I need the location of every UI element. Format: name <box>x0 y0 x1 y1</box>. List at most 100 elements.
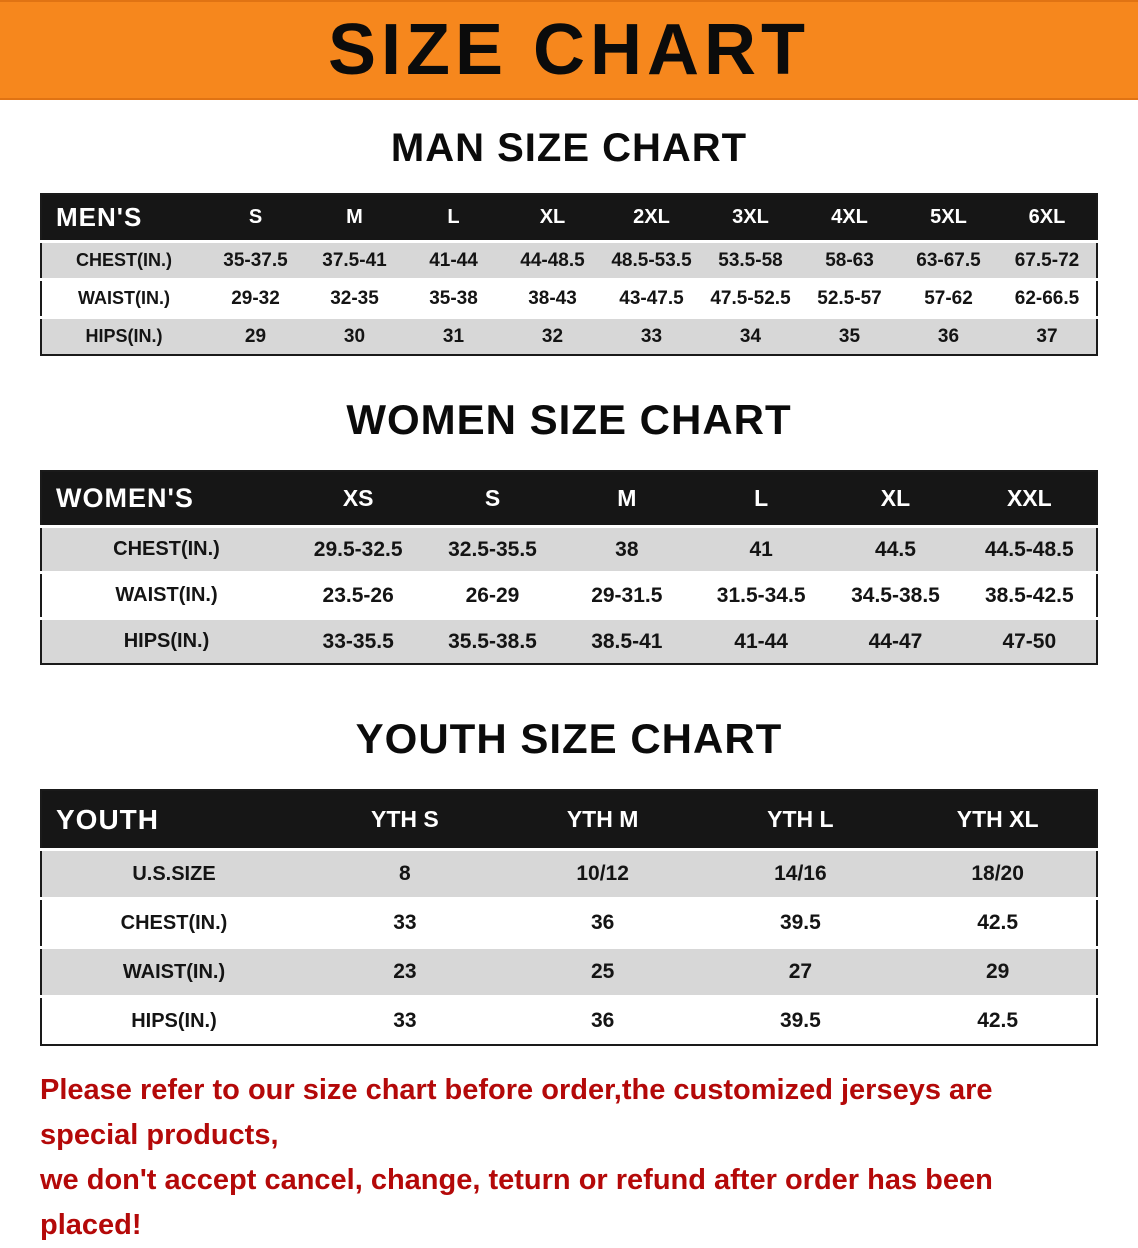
size-header-cell: 2XL <box>602 194 701 242</box>
value-cell: 35.5-38.5 <box>448 629 537 653</box>
value-cell: 44-48.5 <box>520 249 585 271</box>
table-header-row: WOMEN'S XS S M L XL XXL <box>41 471 1097 527</box>
banner: SIZE CHART <box>0 0 1138 100</box>
table-row: WAIST(IN.) 29-32 32-35 35-38 38-43 43-47.5 47.… <box>41 279 1097 318</box>
value-cell: 37 <box>1036 325 1058 347</box>
size-header-cell: YTH M <box>503 790 702 850</box>
table-row: WAIST(IN.) 23 25 27 29 <box>41 947 1097 997</box>
value-cell: 47.5-52.5 <box>710 287 791 309</box>
size-header-cell: YTH L <box>701 790 900 850</box>
value-cell: 38.5-42.5 <box>984 583 1074 607</box>
value-cell: 38 <box>615 537 639 561</box>
row-label-cell: CHEST(IN.) <box>113 538 220 560</box>
table-row: WAIST(IN.) 23.5-26 26-29 29-31.5 31.5-34.5 34… <box>41 572 1097 619</box>
value-cell: 33 <box>393 1009 417 1032</box>
table-header-row: MEN'S S M L XL 2XL 3XL 4XL 5XL 6XL <box>41 194 1097 242</box>
value-cell: 31 <box>442 325 465 347</box>
youth-size-table: YOUTH YTH S YTH M YTH L YTH XL U.S.SIZE 8 10/12… <box>40 789 1098 1046</box>
row-label-cell: HIPS(IN.) <box>85 326 163 346</box>
row-label-cell: CHEST(IN.) <box>76 250 172 270</box>
value-cell: 58-63 <box>825 249 874 271</box>
value-cell: 53.5-58 <box>718 249 783 271</box>
value-cell: 32.5-35.5 <box>448 537 537 561</box>
value-cell: 27 <box>788 960 813 983</box>
value-cell: 35 <box>838 325 861 347</box>
size-header-cell: XS <box>291 471 426 527</box>
size-header-cell: XXL <box>962 471 1097 527</box>
row-label-cell: CHEST(IN.) <box>120 911 228 934</box>
value-cell: 39.5 <box>779 911 821 934</box>
value-cell: 35-38 <box>429 287 478 309</box>
value-cell: 43-47.5 <box>619 287 684 309</box>
size-header-cell: M <box>559 471 694 527</box>
value-cell: 31.5-34.5 <box>716 583 806 607</box>
value-cell: 18/20 <box>971 862 1024 885</box>
value-cell: 63-67.5 <box>916 249 981 271</box>
value-cell: 48.5-53.5 <box>611 249 692 271</box>
size-header-cell: YTH XL <box>899 790 1097 850</box>
table-row: HIPS(IN.) 29 30 31 32 33 34 35 36 37 <box>41 317 1097 355</box>
size-header-cell: YTH S <box>306 790 504 850</box>
value-cell: 42.5 <box>977 911 1019 934</box>
value-cell: 42.5 <box>977 1009 1019 1032</box>
size-header-cell: 5XL <box>899 194 998 242</box>
size-header-cell: L <box>404 194 503 242</box>
men-section-heading: MAN SIZE CHART <box>390 126 748 170</box>
value-cell: 14/16 <box>774 862 827 885</box>
value-cell: 32 <box>541 325 564 347</box>
row-label-cell: WAIST(IN.) <box>78 288 170 308</box>
value-cell: 23.5-26 <box>322 583 394 607</box>
value-cell: 38.5-41 <box>591 629 663 653</box>
table-row: CHEST(IN.) 29.5-32.5 32.5-35.5 38 41 44.5 44.5… <box>41 526 1097 573</box>
value-cell: 41-44 <box>734 629 788 653</box>
table-row: HIPS(IN.) 33 36 39.5 42.5 <box>41 996 1097 1045</box>
value-cell: 62-66.5 <box>1014 287 1080 309</box>
value-cell: 57-62 <box>924 287 973 309</box>
table-row: HIPS(IN.) 33-35.5 35.5-38.5 38.5-41 41-44 44-… <box>41 618 1097 664</box>
size-header-cell: 3XL <box>701 194 800 242</box>
value-cell: 44-47 <box>868 629 923 653</box>
table-row: CHEST(IN.) 35-37.5 37.5-41 41-44 44-48.5 48.5… <box>41 241 1097 280</box>
page-title: SIZE CHART <box>328 10 810 90</box>
value-cell: 30 <box>343 325 366 347</box>
table-row: U.S.SIZE 8 10/12 14/16 18/20 <box>41 849 1097 899</box>
value-cell: 33 <box>640 325 663 347</box>
value-cell: 32-35 <box>330 287 379 309</box>
row-label-cell: HIPS(IN.) <box>131 1009 217 1032</box>
value-cell: 34.5-38.5 <box>851 583 940 607</box>
value-cell: 36 <box>590 1009 615 1032</box>
value-cell: 52.5-57 <box>817 287 882 309</box>
youth-section: YOUTH SIZE CHART YOUTH YTH S YTH M YTH L YTH… <box>0 715 1138 1046</box>
table-title-cell: WOMEN'S <box>41 471 291 527</box>
size-header-cell: XL <box>503 194 602 242</box>
value-cell: 29 <box>985 960 1010 983</box>
value-cell: 41 <box>749 537 773 561</box>
women-size-table: WOMEN'S XS S M L XL XXL CHEST(IN.) 29.5-32.5 32.5… <box>40 470 1098 665</box>
value-cell: 36 <box>590 911 615 934</box>
youth-section-heading: YOUTH SIZE CHART <box>355 715 783 762</box>
size-header-cell: 6XL <box>998 194 1097 242</box>
value-cell: 23 <box>393 960 417 983</box>
value-cell: 35-37.5 <box>223 249 288 271</box>
size-header-cell: S <box>425 471 560 527</box>
value-cell: 34 <box>739 325 762 347</box>
value-cell: 25 <box>590 960 615 983</box>
value-cell: 44.5 <box>875 537 916 561</box>
value-cell: 41-44 <box>429 249 478 271</box>
table-header-row: YOUTH YTH S YTH M YTH L YTH XL <box>41 790 1097 850</box>
value-cell: 47-50 <box>1002 629 1057 653</box>
value-cell: 37.5-41 <box>322 249 387 271</box>
row-label-cell: WAIST(IN.) <box>122 960 226 983</box>
row-label-cell: WAIST(IN.) <box>115 584 218 606</box>
disclaimer-line-2: we don't accept cancel, change, teturn o… <box>40 1163 993 1241</box>
value-cell: 36 <box>937 325 960 347</box>
table-row: CHEST(IN.) 33 36 39.5 42.5 <box>41 898 1097 948</box>
value-cell: 8 <box>399 862 411 885</box>
value-cell: 29-32 <box>231 287 280 309</box>
size-header-cell: L <box>693 471 829 527</box>
value-cell: 33-35.5 <box>322 629 394 653</box>
disclaimer-line-1: Please refer to our size chart before or… <box>40 1074 993 1151</box>
value-cell: 44.5-48.5 <box>984 537 1074 561</box>
women-section-heading: WOMEN SIZE CHART <box>346 396 792 443</box>
